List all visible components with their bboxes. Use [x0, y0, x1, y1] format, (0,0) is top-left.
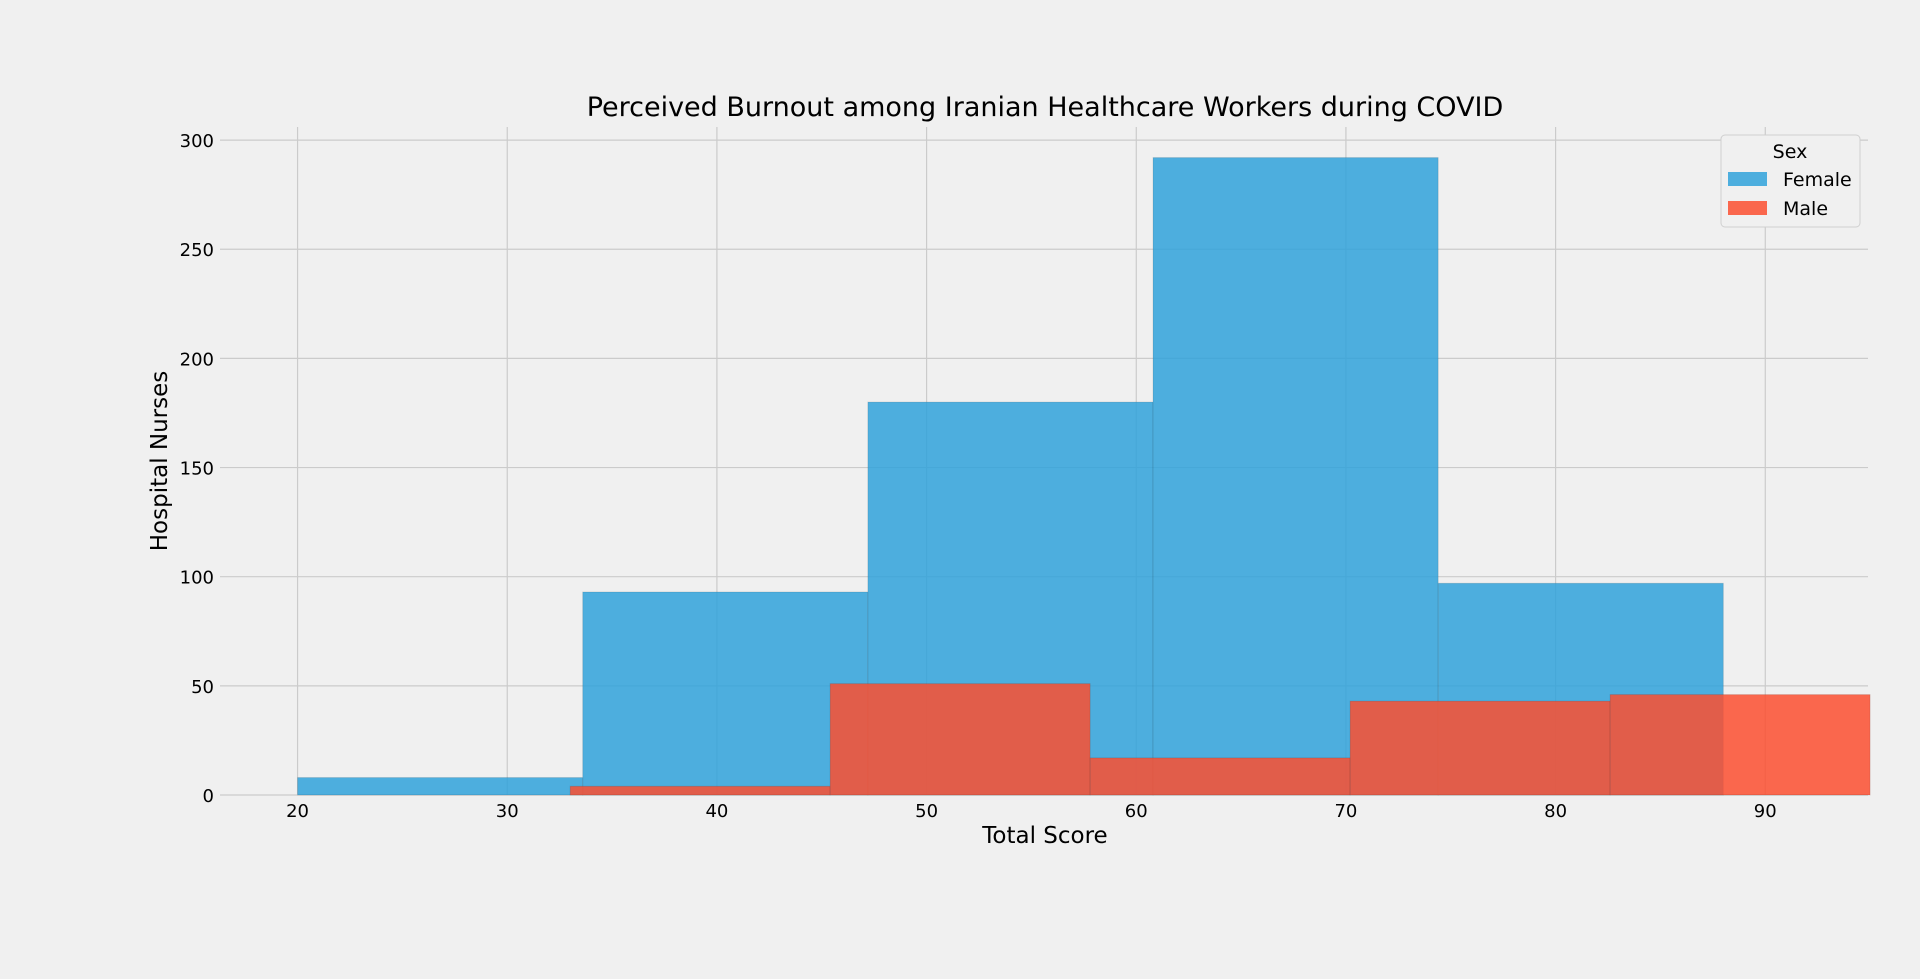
- x-tick-label: 20: [286, 801, 309, 822]
- legend-label-male: Male: [1783, 198, 1828, 220]
- bars: [297, 157, 1871, 796]
- x-tick-label: 40: [705, 801, 728, 822]
- tick-labels: 20 30 40 50 60 70 80 90 0 50 100 150 200 250 300: [180, 131, 1777, 822]
- legend-swatch-male: [1728, 201, 1767, 215]
- x-axis-label: Total Score: [981, 823, 1107, 849]
- y-tick-label: 0: [203, 786, 214, 807]
- x-tick-label: 80: [1544, 801, 1567, 822]
- x-tick-label: 70: [1334, 801, 1357, 822]
- x-tick-label: 60: [1125, 801, 1148, 822]
- legend-title: Sex: [1773, 141, 1808, 163]
- chart-title: Perceived Burnout among Iranian Healthca…: [587, 92, 1504, 123]
- legend: Sex Female Male: [1720, 134, 1861, 228]
- y-axis-label: Hospital Nurses: [147, 371, 173, 552]
- y-tick-label: 100: [180, 568, 214, 589]
- bar-female: [582, 591, 869, 796]
- bar-male: [1349, 700, 1611, 796]
- y-tick-label: 200: [180, 349, 214, 370]
- bar-male: [1609, 694, 1871, 796]
- x-tick-label: 50: [915, 801, 938, 822]
- bar-female: [1152, 157, 1439, 796]
- bar-male: [569, 785, 831, 796]
- bar-female: [297, 777, 584, 796]
- legend-label-female: Female: [1783, 169, 1852, 191]
- legend-swatch-female: [1728, 172, 1767, 186]
- y-tick-label: 300: [180, 131, 214, 152]
- x-tick-label: 90: [1754, 801, 1777, 822]
- bar-male: [829, 683, 1091, 796]
- x-tick-label: 30: [496, 801, 519, 822]
- bar-male: [1089, 757, 1351, 796]
- y-tick-label: 50: [191, 677, 214, 698]
- y-tick-label: 250: [180, 240, 214, 261]
- y-tick-label: 150: [180, 459, 214, 480]
